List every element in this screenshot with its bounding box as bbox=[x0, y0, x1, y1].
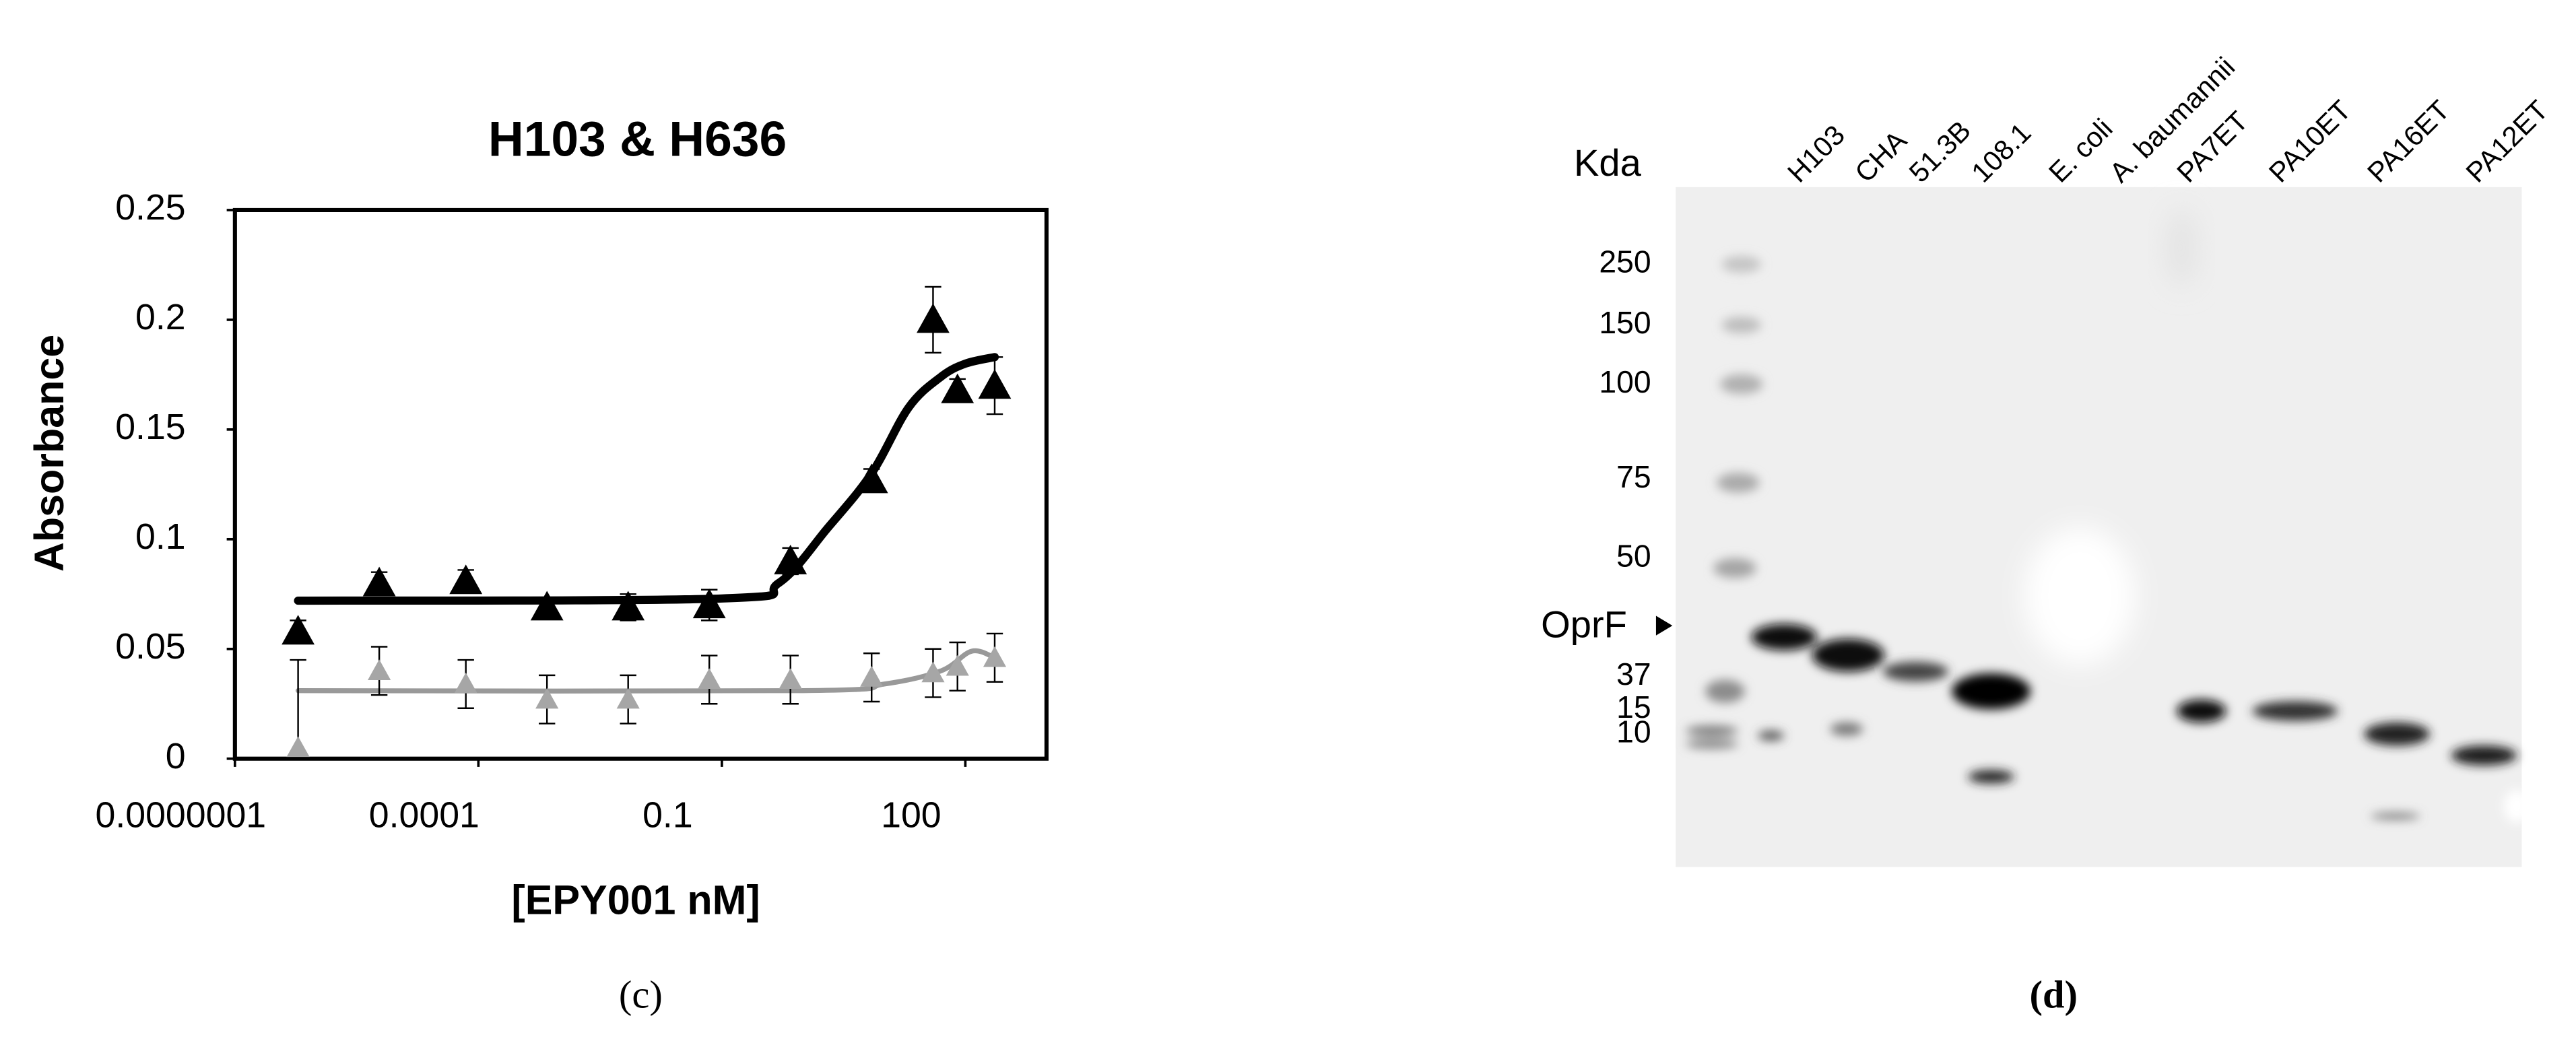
band bbox=[1812, 638, 1885, 672]
lane-label: 108.1 bbox=[1965, 116, 2037, 189]
panel-label: (d) bbox=[2029, 972, 2078, 1016]
marker-label: 50 bbox=[1616, 538, 1651, 573]
data-point bbox=[530, 591, 564, 621]
chart-title: H103 & H636 bbox=[488, 111, 787, 166]
ladder-band bbox=[1717, 473, 1760, 493]
data-point bbox=[362, 566, 396, 597]
ladder-band bbox=[1685, 725, 1738, 736]
data-point bbox=[941, 373, 975, 403]
blot-spot bbox=[2503, 790, 2530, 823]
band bbox=[1751, 624, 1817, 650]
data-point bbox=[774, 545, 807, 574]
blot-spot bbox=[2165, 208, 2198, 288]
marker-label: 37 bbox=[1616, 657, 1651, 692]
data-point bbox=[368, 659, 391, 681]
x-tick-label: 0.1 bbox=[642, 795, 693, 836]
blot-background bbox=[1676, 187, 2522, 867]
data-point bbox=[917, 303, 950, 333]
data-point bbox=[286, 736, 310, 758]
blot-image bbox=[1676, 187, 2530, 867]
x-tick-label: 100 bbox=[881, 795, 942, 836]
lane-label: 51.3B bbox=[1903, 114, 1977, 189]
lane-label: E. coli bbox=[2043, 112, 2119, 189]
plot-area bbox=[282, 286, 1012, 759]
lane-label: H103 bbox=[1781, 119, 1851, 188]
marker-label: 250 bbox=[1599, 244, 1651, 279]
band bbox=[2451, 745, 2517, 766]
band bbox=[1952, 673, 2031, 710]
data-point bbox=[535, 687, 559, 709]
ladder-band bbox=[1705, 679, 1745, 703]
lane-label: PA16ET bbox=[2361, 94, 2455, 188]
band-arrow bbox=[1655, 615, 1673, 636]
y-tick-label: 0.2 bbox=[135, 297, 186, 337]
band bbox=[1758, 731, 1785, 741]
band bbox=[1882, 661, 1949, 682]
y-tick-label: 0.25 bbox=[115, 187, 185, 228]
ladder-band bbox=[1720, 374, 1763, 395]
fit-curve bbox=[294, 353, 999, 605]
marker-label: 15 bbox=[1616, 690, 1651, 725]
y-tick-label: 0.1 bbox=[135, 516, 186, 557]
x-tick-label: 0.0000001 bbox=[96, 795, 267, 836]
ladder-band bbox=[1713, 558, 1756, 578]
marker-label: 75 bbox=[1616, 459, 1651, 494]
band-label: OprF bbox=[1541, 603, 1627, 645]
y-axis-label: Absorbance bbox=[26, 335, 72, 572]
x-axis-label: [EPY001 nM] bbox=[511, 877, 760, 922]
data-point bbox=[978, 369, 1012, 399]
fit-curve bbox=[295, 648, 997, 694]
band bbox=[2371, 813, 2420, 819]
data-point bbox=[983, 646, 1007, 667]
x-tick-label: 0.0001 bbox=[369, 795, 480, 836]
band bbox=[1968, 770, 2014, 784]
data-point bbox=[855, 463, 888, 494]
ladder bbox=[1685, 256, 1763, 749]
ladder-band bbox=[1721, 316, 1762, 333]
bands bbox=[1751, 624, 2517, 819]
data-point bbox=[692, 589, 726, 619]
band bbox=[2177, 699, 2226, 723]
marker-label: 100 bbox=[1599, 364, 1651, 399]
y-tick-label: 0.05 bbox=[115, 626, 185, 667]
data-point bbox=[946, 654, 969, 676]
panel-label: (c) bbox=[619, 972, 663, 1016]
band bbox=[2252, 701, 2338, 721]
data-point bbox=[449, 564, 483, 595]
ladder-band bbox=[1721, 256, 1762, 273]
data-point bbox=[698, 668, 721, 690]
data-point bbox=[779, 668, 802, 690]
data-point bbox=[612, 591, 645, 621]
lane-label: CHA bbox=[1849, 124, 1913, 188]
data-point bbox=[282, 615, 315, 645]
band bbox=[2364, 723, 2430, 746]
data-point bbox=[921, 661, 945, 683]
ladder-band bbox=[1685, 739, 1738, 749]
marker-label: 10 bbox=[1616, 714, 1651, 749]
data-point bbox=[616, 687, 640, 709]
data-point bbox=[454, 672, 477, 694]
unit-label: Kda bbox=[1574, 141, 1642, 184]
plot-frame bbox=[232, 207, 1049, 761]
y-tick-label: 0.15 bbox=[115, 407, 185, 447]
band bbox=[1830, 723, 1863, 736]
lane-label: PA10ET bbox=[2262, 94, 2356, 188]
marker-label: 150 bbox=[1599, 305, 1651, 340]
data-point bbox=[860, 666, 884, 687]
lane-label: PA12ET bbox=[2459, 94, 2554, 188]
blot-spot bbox=[2024, 527, 2136, 665]
y-tick-label: 0 bbox=[166, 736, 186, 776]
